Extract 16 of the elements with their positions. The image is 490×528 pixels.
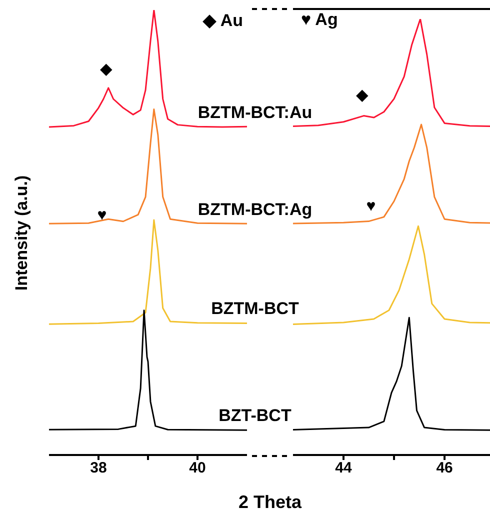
x-tick-label: 46 (436, 460, 453, 477)
y-axis-title: Intensity (a.u.) (12, 174, 32, 290)
annotation: ◆ (99, 60, 114, 80)
annotation: ♥ Ag (301, 10, 338, 30)
series-label: BZTM-BCT:Ag (196, 200, 314, 220)
series-label: BZTM-BCT:Au (196, 102, 314, 123)
x-tick-label: 44 (335, 460, 353, 477)
annotation: ◆ Au (203, 10, 243, 31)
annotation: ◆ (355, 86, 370, 106)
annotation: ♥ (365, 197, 377, 217)
x-axis-title: 2 Theta (237, 492, 303, 513)
series-label: BZTM-BCT (210, 299, 300, 320)
annotation: ♥ (96, 206, 108, 226)
x-tick-label: 40 (189, 460, 206, 477)
series-label: BZT-BCT (218, 406, 292, 426)
x-tick-label: 38 (90, 460, 107, 477)
